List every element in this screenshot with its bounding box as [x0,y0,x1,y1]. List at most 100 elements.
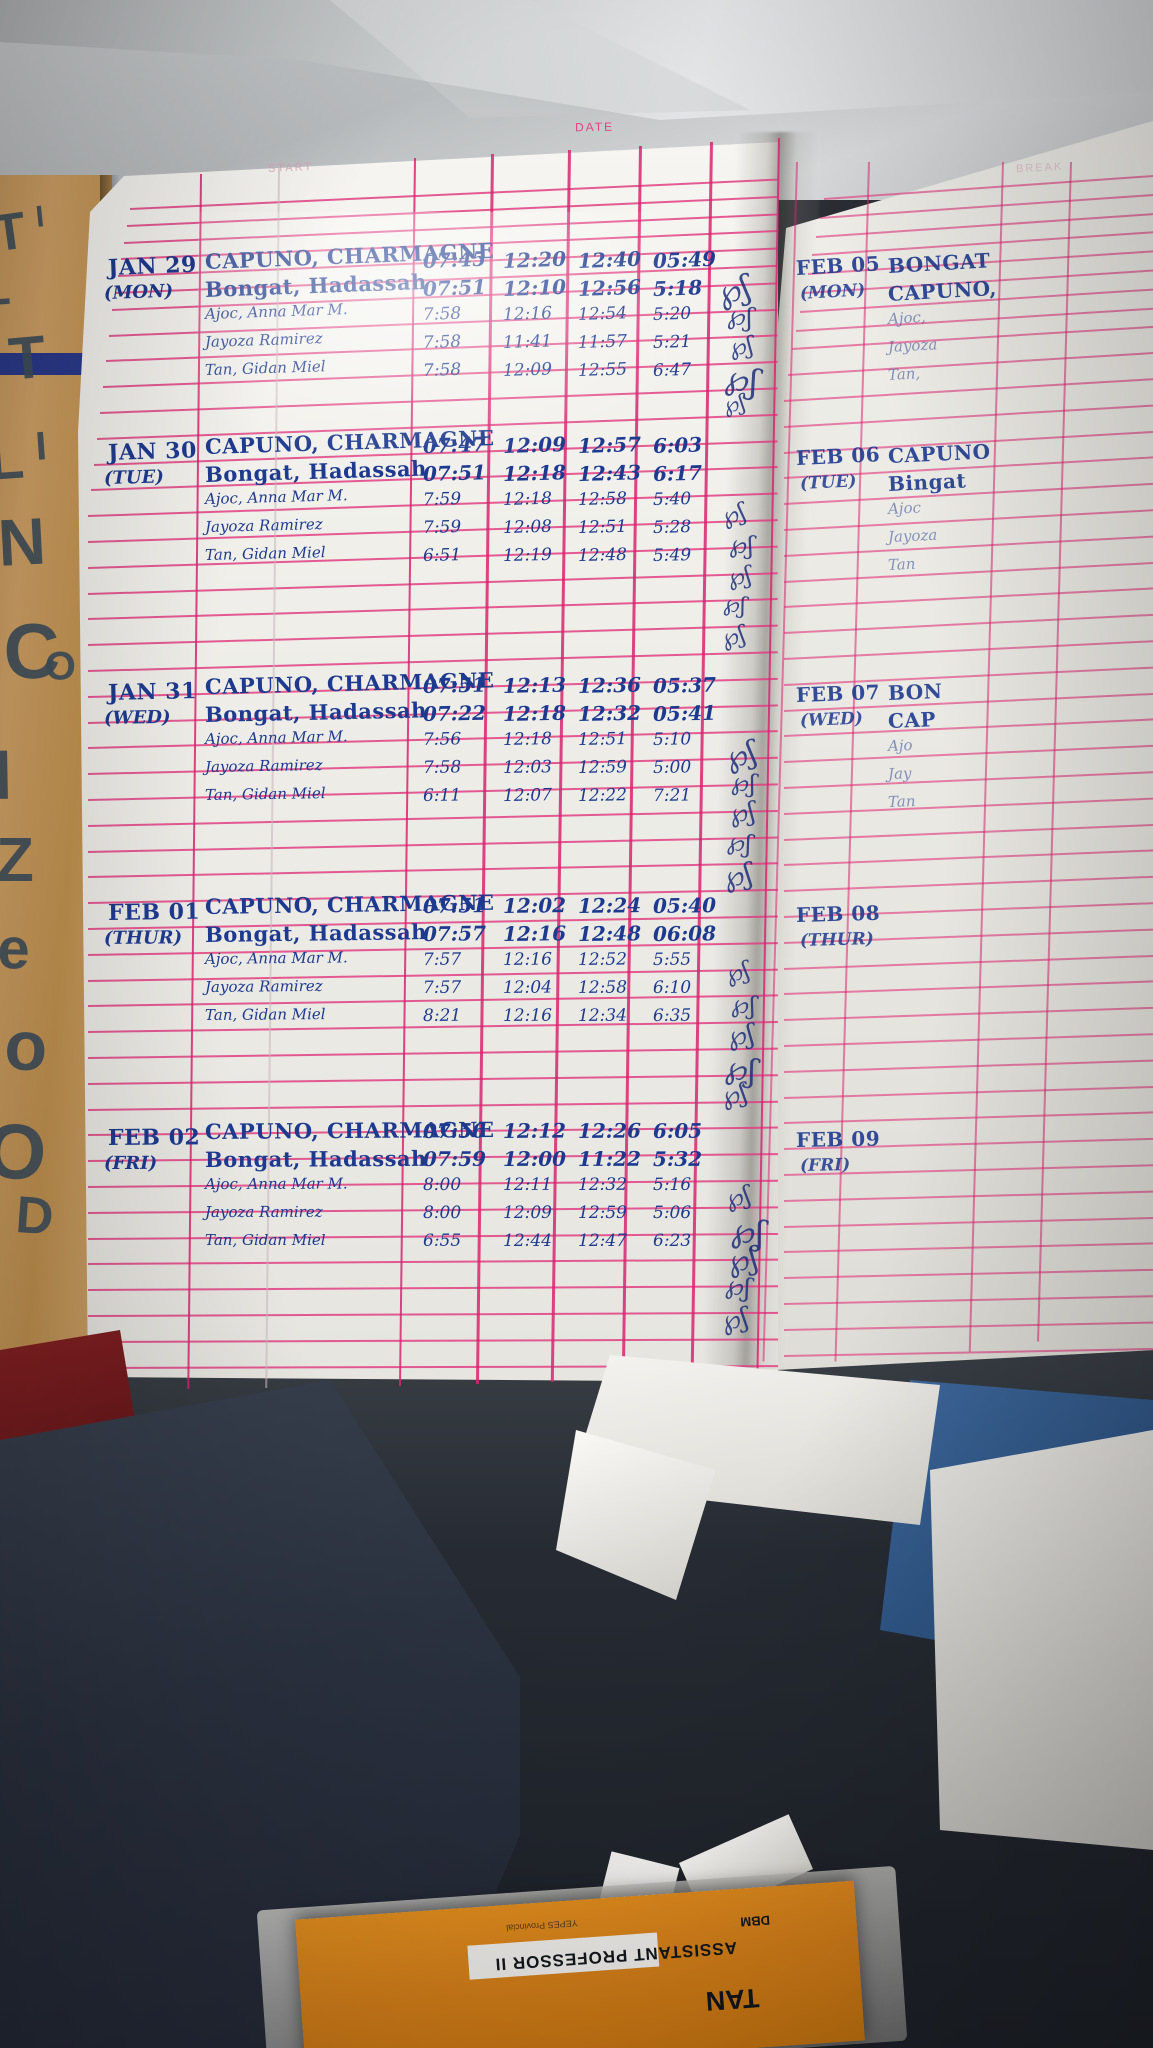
entry-name: Bongat, Hadassah [205,1146,427,1172]
entry-time-out: 5:28 [653,517,692,538]
entry-time-in: 7:59 [423,517,462,538]
entry-time-out: 05:37 [653,673,717,698]
entry-lunch-out: 12:04 [503,978,552,998]
entry-lunch-in: 12:48 [578,545,627,566]
entry-day: (WED) [104,707,171,729]
entry-lunch-in: 12:55 [578,359,628,381]
box-letter: N [0,503,48,581]
right-entry-date: FEB 07 [796,680,881,707]
entry-time-out: 5:10 [653,729,692,750]
right-entry-day: (WED) [800,709,864,731]
entry-name: Tan, Gidan Miel [205,543,326,564]
entry-lunch-out: 12:12 [503,1119,566,1143]
attendance-logbook: DATE START BREAK JAN 29 (MON) CAPUNO, CHAR… [78,92,1078,1382]
box-letter: Z [0,825,34,896]
entry-time-out: 6:47 [653,360,692,381]
entry-time-out: 06:08 [653,921,716,946]
entry-time-out: 05:41 [653,701,717,726]
entry-time-in: 7:58 [423,757,462,778]
entry-name: Jayoza Ramirez [205,1203,323,1221]
entry-lunch-in: 11:22 [578,1147,641,1171]
entry-lunch-in: 12:51 [578,729,627,750]
entry-name: Tan, Gidan Miel [205,357,326,379]
entry-name: Ajoc, Anna Mar M. [205,948,348,968]
signature-scribble: ℘ʃ [722,390,747,418]
entry-time-in: 07:51 [423,275,487,301]
entry-lunch-out: 12:10 [503,275,567,301]
entry-name: Bongat, Hadassah [205,919,427,947]
entry-time-out: 7:21 [653,785,691,806]
entry-time-in: 6:55 [423,1231,461,1251]
right-entry-name: BON [888,679,943,705]
box-letter: I [0,735,13,815]
photo-scene: TI-TLINCOIZeoOD DATE START BREAK JAN 29(… [0,0,1153,2048]
entry-time-out: 5:40 [653,489,692,510]
entry-lunch-out: 12:07 [503,785,552,806]
entry-lunch-in: 12:22 [578,785,627,806]
printed-break-header: BREAK [1016,161,1064,175]
id-card-name: TAN [705,1982,761,2017]
right-entry-name: Tan [888,792,916,811]
entry-name: Tan, Gidan Miel [205,784,326,804]
entry-lunch-in: 12:34 [578,1006,627,1026]
entry-lunch-in: 12:36 [578,673,642,698]
entry-time-in: 07:56 [423,1119,486,1143]
right-entry-day: (TUE) [800,471,857,494]
entry-date: FEB 01 [108,899,201,926]
entry-lunch-out: 12:18 [503,489,553,510]
right-entry-name: Bingat [887,468,966,496]
box-letter: e [0,915,30,983]
entry-day: (MON) [104,281,174,304]
entry-time-in: 07:47 [423,432,487,458]
entry-time-out: 5:55 [653,950,691,970]
entry-lunch-in: 12:40 [578,247,642,273]
entry-time-out: 6:35 [653,1006,691,1026]
signature-scribble: ℘ʃ [726,561,753,592]
entry-lunch-in: 12:51 [578,517,627,538]
entry-time-out: 5:06 [653,1203,691,1223]
entry-lunch-out: 12:16 [503,1006,552,1026]
entry-lunch-out: 12:00 [503,1147,566,1171]
entry-time-in: 07:45 [423,247,487,273]
entry-time-in: 07:22 [423,701,487,726]
right-entry-day: (FRI) [800,1155,851,1176]
right-entry-name: CAP [888,707,937,733]
entry-lunch-out: 12:13 [503,673,567,698]
entry-day: (TUE) [104,466,164,489]
entry-time-in: 07:51 [423,460,487,486]
signature-scribble: ℘ʃ [729,529,756,560]
entry-name: Tan, Gidan Miel [205,1005,326,1024]
box-letter: I [34,200,46,235]
entry-lunch-out: 12:09 [503,359,553,381]
right-entry-name: Tan, [887,364,920,384]
right-entry-date: FEB 05 [795,251,880,280]
entry-lunch-in: 12:43 [578,460,642,486]
entry-lunch-out: 12:03 [503,757,552,778]
right-entry-name: Jayoza [887,335,937,356]
entry-time-out: 5:49 [653,545,692,566]
entry-time-in: 7:57 [423,978,461,998]
entry-name: Bongat, Hadassah [205,697,427,727]
entry-lunch-out: 12:11 [503,1175,552,1195]
entry-name: Tan, Gidan Miel [205,1231,326,1249]
entry-date: FEB 02 [108,1124,200,1151]
entry-lunch-out: 12:19 [503,545,552,566]
right-entry-date: FEB 09 [796,1127,881,1152]
right-entry-name: Ajo [888,736,913,755]
right-entry-name: Jayoza [888,526,938,546]
right-entry-day: (MON) [799,280,865,304]
entry-lunch-out: 12:18 [503,701,567,726]
entry-time-in: 07:51 [423,893,486,918]
entry-time-out: 6:05 [653,1119,702,1143]
entry-lunch-in: 12:48 [578,921,641,946]
entry-day: (THUR) [104,927,182,949]
box-letter: L [0,425,26,494]
entry-lunch-in: 12:54 [578,303,628,325]
entry-time-in: 7:58 [423,332,462,353]
entry-name: Jayoza Ramirez [205,756,323,776]
entry-lunch-in: 12:26 [578,1119,641,1143]
signature-scribble: ℘ʃ [719,1078,749,1112]
right-entry-name: Tan [888,555,916,574]
entry-date: JAN 31 [108,678,197,706]
entry-lunch-in: 12:57 [578,432,642,458]
